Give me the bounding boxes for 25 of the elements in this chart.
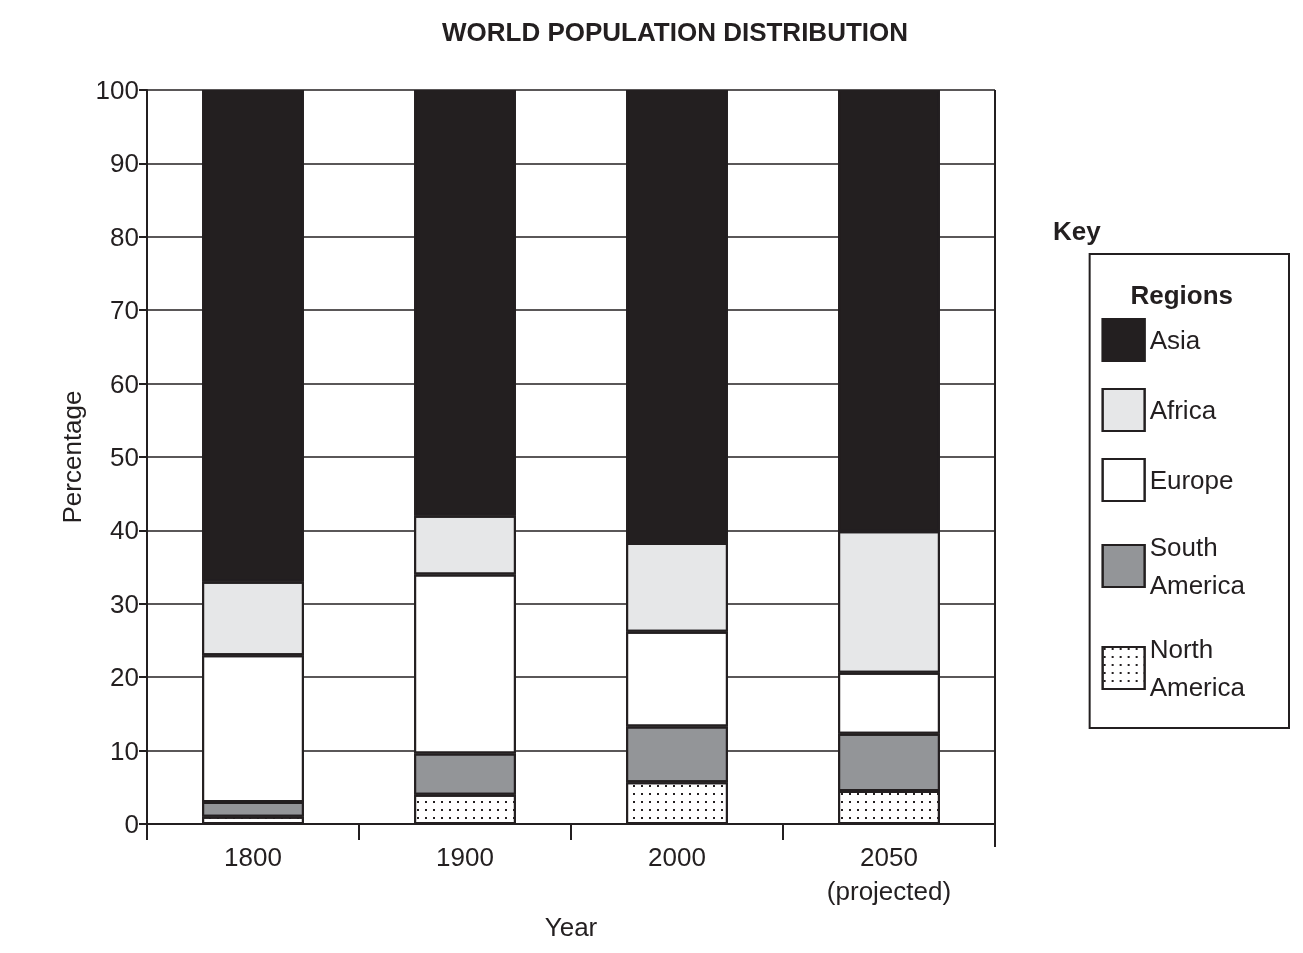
x-axis-title: Year [544,912,598,942]
y-tick-label: 40 [110,515,139,546]
x-tick-label: 1900 [436,842,494,872]
y-tick-label: 90 [110,148,139,179]
y-tick-label: 80 [110,221,139,252]
legend-label: Europe [1149,465,1234,495]
text: Key [1053,216,1102,246]
x-tick-label: 2050 (projected) [826,842,952,906]
legend-label: Asia [1149,325,1201,355]
y-tick-label: 10 [110,735,139,766]
y-tick-label: 30 [110,588,139,619]
chart-title: WORLD POPULATION DISTRIBUTION [441,17,909,47]
x-tick-label: 1800 [224,842,282,872]
legend-title: Regions [1130,280,1234,310]
y-tick-label: 0 [124,809,139,839]
y-tick-label: 50 [110,442,139,472]
legend-label: Africa [1149,395,1217,425]
legend-label: North America [1149,634,1246,702]
y-tick-label: 70 [110,295,139,326]
y-tick-label: 20 [110,662,139,693]
y-tick-label: 60 [110,368,139,399]
y-tick-label: 100 [95,75,139,105]
legend-label: South America [1149,532,1246,600]
x-tick-label: 2000 [648,842,706,872]
y-axis-title: Percentage [56,390,87,524]
